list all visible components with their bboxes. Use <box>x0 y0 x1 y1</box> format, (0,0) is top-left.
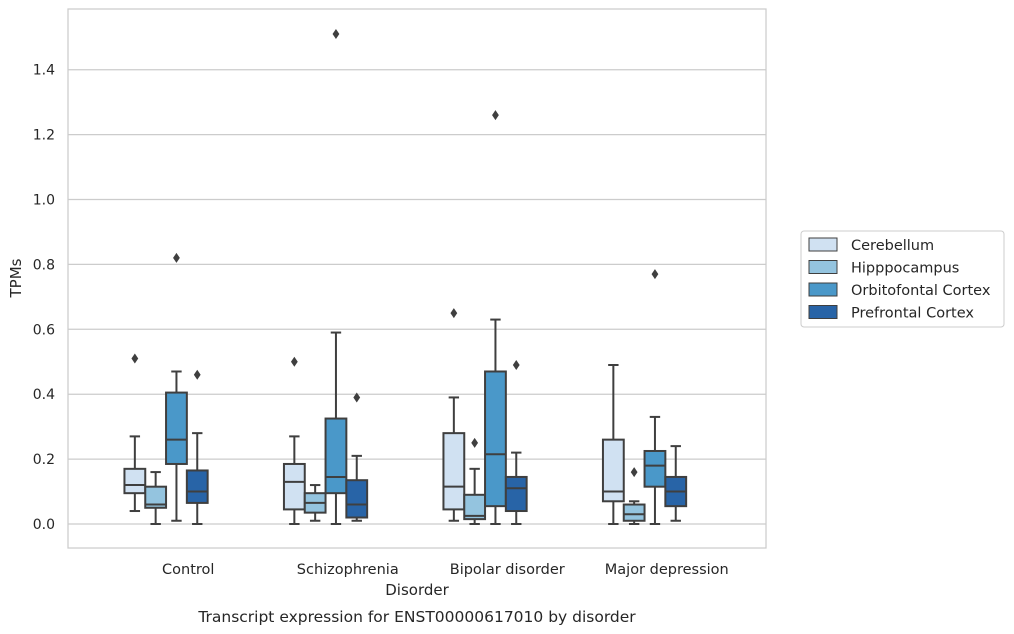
x-tick-label: Schizophrenia <box>297 562 399 578</box>
box-hipppocampus <box>303 484 327 522</box>
x-axis-label: Disorder <box>385 581 449 599</box>
chart-caption: Transcript expression for ENST0000061701… <box>197 608 636 626</box>
outlier-point <box>193 369 201 380</box>
box-body <box>123 467 147 495</box>
x-axis-ticks: Control Schizophrenia Bipolar disorder Majo… <box>162 562 729 578</box>
legend-label: Prefrontal Cortex <box>851 306 974 322</box>
outlier-point <box>630 467 638 478</box>
outlier-point <box>173 252 180 263</box>
box-body <box>185 469 209 504</box>
box-hipppocampus <box>622 467 646 525</box>
x-tick-label: Bipolar disorder <box>450 562 565 578</box>
box-body <box>504 475 528 513</box>
box-prefrontal-cortex <box>504 359 528 525</box>
legend-label: Orbitofontal Cortex <box>851 283 991 299</box>
outlier-point <box>492 110 499 121</box>
box-prefrontal-cortex <box>664 445 688 522</box>
box-hipppocampus <box>463 437 487 525</box>
boxes <box>123 29 688 525</box>
box-body <box>282 462 306 511</box>
y-tick-label: 0.8 <box>33 257 55 273</box>
box-body <box>643 449 667 488</box>
box-body <box>601 438 625 503</box>
legend-frame <box>800 230 1005 328</box>
outlier-point <box>332 29 340 40</box>
box-orbitofontal-cortex <box>324 29 348 525</box>
legend-label: Cerebellum <box>851 238 934 254</box>
legend-swatch <box>808 282 838 297</box>
legend: Cerebellum Hipppocampus Orbitofontal Corte… <box>800 230 1005 328</box>
legend-swatch <box>808 305 838 319</box>
box-orbitofontal-cortex <box>484 110 507 525</box>
box-body <box>345 479 369 519</box>
y-tick-label: 0.2 <box>33 452 55 468</box>
outlier-point <box>450 308 458 319</box>
outlier-point <box>471 437 479 448</box>
y-axis-label: TPMs <box>7 258 25 298</box>
box-hipppocampus <box>144 471 168 525</box>
outlier-point <box>353 392 361 403</box>
box-orbitofontal-cortex <box>643 269 667 525</box>
legend-label: Hipppocampus <box>851 261 959 277</box>
y-tick-label: 1.0 <box>33 193 55 209</box>
box-prefrontal-cortex <box>345 392 369 522</box>
box-body <box>622 503 646 522</box>
box-body <box>484 370 507 508</box>
y-tick-label: 0.0 <box>33 517 55 533</box>
outlier-point <box>131 353 139 364</box>
outlier-point <box>651 269 659 280</box>
box-orbitofontal-cortex <box>165 252 188 522</box>
plot-area-frame <box>67 8 767 549</box>
outlier-point <box>290 356 298 367</box>
box-body <box>165 391 188 465</box>
box-prefrontal-cortex <box>185 369 209 525</box>
y-tick-label: 1.2 <box>33 128 55 144</box>
box-cerebellum <box>282 356 306 525</box>
box-body <box>324 417 348 495</box>
outlier-point <box>512 359 520 370</box>
x-tick-label: Major depression <box>605 562 729 578</box>
box-cerebellum <box>123 353 147 513</box>
x-tick-label: Control <box>162 562 214 578</box>
box-cerebellum <box>442 308 466 522</box>
box-cerebellum <box>601 363 625 525</box>
box-body <box>144 485 168 509</box>
y-tick-label: 0.6 <box>33 322 55 338</box>
legend-swatch <box>808 260 838 274</box>
y-axis-ticks: 0.0 0.2 0.4 0.6 0.8 1.0 1.2 1.4 <box>33 63 55 533</box>
legend-swatch <box>808 237 838 252</box>
y-tick-label: 0.4 <box>33 387 55 403</box>
box-body <box>442 432 466 511</box>
y-tick-label: 1.4 <box>33 63 55 79</box>
